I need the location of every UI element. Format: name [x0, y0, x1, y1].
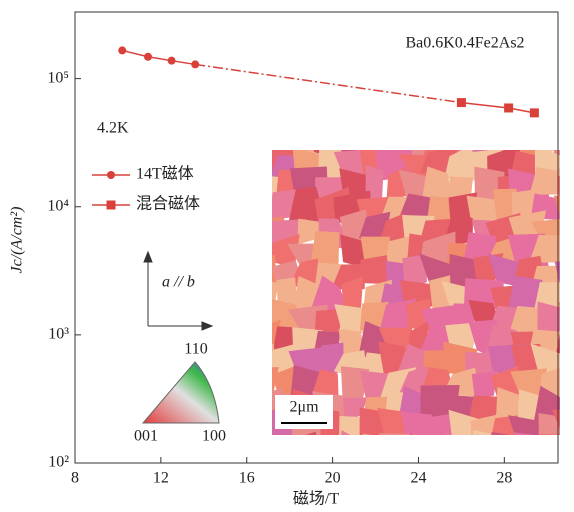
grain	[531, 218, 560, 240]
legend-label: 14T磁体	[136, 165, 194, 183]
x-tick-label: 20	[325, 470, 341, 487]
grain	[488, 253, 523, 288]
grain	[563, 350, 574, 376]
grain	[305, 431, 317, 435]
grain	[560, 391, 574, 419]
grain	[419, 412, 459, 435]
grain	[559, 432, 560, 435]
x-tick-label: 12	[153, 470, 169, 487]
series-line	[122, 49, 196, 66]
grain	[272, 255, 277, 287]
y-tick-label: 10⁵	[47, 69, 69, 86]
micrograph	[245, 150, 574, 468]
annotation: a // b	[162, 274, 195, 291]
grain	[287, 187, 328, 228]
grain	[508, 415, 546, 435]
grain	[537, 301, 560, 337]
grain	[560, 215, 574, 245]
grain	[557, 175, 560, 208]
marker	[167, 56, 176, 65]
x-tick-label: 28	[496, 470, 512, 487]
marker	[529, 108, 539, 118]
grain	[444, 433, 453, 435]
grain	[422, 166, 451, 202]
chart-title: Ba0.6K0.4Fe2As2	[405, 35, 524, 52]
grain	[360, 255, 389, 285]
grain	[289, 258, 322, 288]
x-tick-label: 16	[239, 470, 255, 487]
legend-label: 混合磁体	[136, 195, 200, 213]
grain	[265, 441, 301, 465]
legend-marker	[107, 171, 115, 179]
grain	[529, 166, 560, 195]
annotation: 001	[134, 428, 158, 445]
grain	[529, 234, 560, 263]
marker	[118, 46, 127, 55]
ipf-triangle	[141, 361, 220, 424]
x-tick-label: 8	[71, 470, 79, 487]
grain	[560, 231, 574, 269]
grain	[541, 150, 560, 153]
grain	[538, 412, 560, 435]
grain	[409, 432, 414, 435]
grain	[444, 150, 473, 182]
grain	[468, 395, 506, 423]
grain	[554, 261, 560, 285]
grain	[399, 193, 437, 219]
grain	[310, 275, 350, 313]
grain	[557, 166, 560, 180]
grain	[558, 294, 560, 310]
series-line	[461, 101, 535, 114]
legend-marker	[106, 200, 116, 210]
x-tick-label: 24	[410, 470, 426, 487]
grain	[513, 432, 537, 435]
grain	[379, 433, 416, 435]
grain	[430, 438, 461, 468]
annotation: 4.2K	[97, 120, 129, 137]
marker	[143, 52, 152, 61]
grain	[314, 439, 350, 463]
grain	[341, 276, 364, 313]
grain	[362, 433, 372, 435]
grain	[511, 150, 543, 178]
grain	[245, 439, 276, 468]
x-axis-label: 磁场/T	[293, 490, 339, 508]
annotation: 110	[184, 341, 207, 358]
y-tick-label: 10⁴	[47, 197, 69, 214]
grain	[491, 431, 510, 435]
grain	[473, 429, 492, 435]
grain	[397, 343, 432, 373]
grain	[341, 430, 351, 435]
connector	[195, 63, 462, 104]
grain	[272, 343, 276, 384]
grain	[310, 231, 340, 267]
grain	[560, 372, 574, 395]
grain	[559, 302, 560, 314]
y-tick-label: 10²	[48, 454, 69, 471]
grain	[272, 233, 300, 269]
y-tick-label: 10³	[48, 326, 69, 343]
grain	[471, 371, 497, 400]
marker	[504, 103, 514, 113]
annotation: 100	[202, 428, 226, 445]
annotation: 2μm	[289, 399, 319, 416]
plot-frame	[74, 11, 559, 464]
axes-arrows	[143, 250, 214, 331]
y-axis-label: Jc/(A/cm²)	[9, 207, 26, 274]
grain	[466, 195, 500, 224]
grain	[539, 433, 560, 435]
marker	[456, 98, 466, 108]
